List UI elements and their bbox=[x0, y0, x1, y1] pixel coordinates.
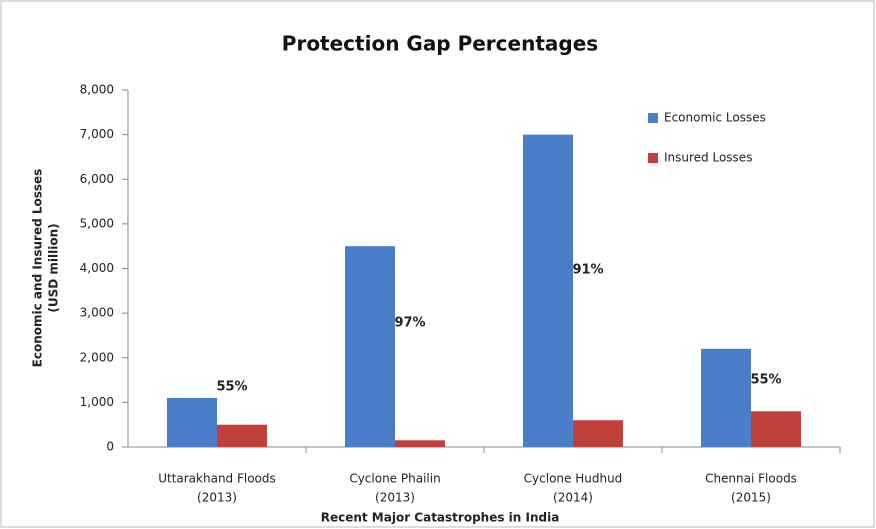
x-tick-label: (2015) bbox=[731, 491, 771, 505]
y-tick-label: 5,000 bbox=[80, 216, 114, 230]
x-tick-label: (2014) bbox=[553, 491, 593, 505]
x-tick-label: (2013) bbox=[375, 491, 415, 505]
legend-swatch bbox=[648, 153, 658, 163]
bar bbox=[751, 411, 801, 447]
x-tick-label: Chennai Floods bbox=[705, 472, 797, 486]
y-tick-label: 6,000 bbox=[80, 172, 114, 186]
x-tick-label: Uttarakhand Floods bbox=[158, 472, 276, 486]
y-tick-label: 1,000 bbox=[80, 395, 114, 409]
annotation: 55% bbox=[216, 380, 247, 395]
bar bbox=[573, 420, 623, 447]
y-tick-label: 7,000 bbox=[80, 127, 114, 141]
bar bbox=[217, 424, 267, 447]
y-tick-label: 0 bbox=[106, 440, 114, 454]
annotation: 55% bbox=[750, 373, 781, 388]
y-tick-label: 3,000 bbox=[80, 306, 114, 320]
bar bbox=[345, 246, 395, 447]
annotation: 97% bbox=[394, 316, 425, 331]
y-axis-title-line: (USD million) bbox=[47, 223, 61, 312]
legend-label: Insured Losses bbox=[664, 151, 752, 165]
x-tick-label: (2013) bbox=[197, 491, 237, 505]
y-tick-label: 8,000 bbox=[80, 83, 114, 97]
chart-title: Protection Gap Percentages bbox=[282, 32, 598, 56]
x-tick-label: Cyclone Hudhud bbox=[524, 472, 623, 486]
annotation: 91% bbox=[572, 263, 603, 278]
legend-swatch bbox=[648, 113, 658, 123]
bar bbox=[167, 397, 217, 447]
x-tick-label: Cyclone Phailin bbox=[349, 472, 440, 486]
bar bbox=[523, 134, 573, 447]
y-tick-label: 4,000 bbox=[80, 261, 114, 275]
y-tick-label: 2,000 bbox=[80, 350, 114, 364]
bar bbox=[395, 440, 445, 447]
x-axis-title: Recent Major Catastrophes in India bbox=[321, 511, 560, 525]
legend-label: Economic Losses bbox=[664, 111, 766, 125]
bar bbox=[701, 348, 751, 447]
y-axis-title: Economic and Insured Losses (USD million… bbox=[31, 169, 61, 368]
y-axis-title-line: Economic and Insured Losses bbox=[31, 169, 45, 368]
